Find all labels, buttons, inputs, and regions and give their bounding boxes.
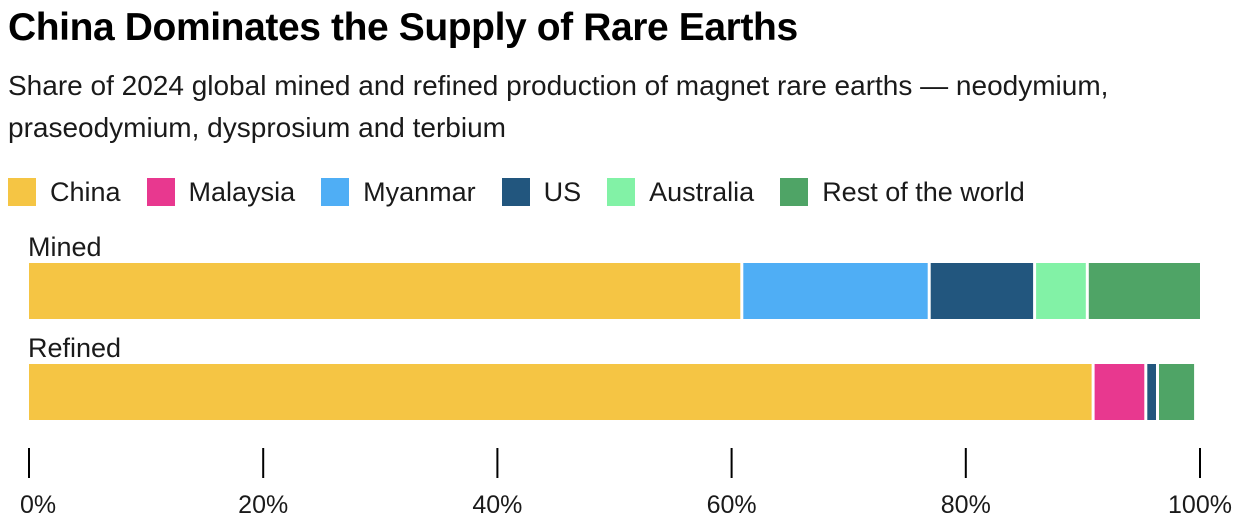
bar-refined-china [29,364,1092,420]
bar-mined-rest-of-the-world [1088,263,1200,319]
x-tick-label: 40% [472,491,522,519]
chart-plot: Mined Refined 0% 20% 40% 60% 80% 100% [20,232,1232,519]
row-label-mined: Mined [28,232,102,262]
legend-swatch-china [8,178,36,206]
x-tick-label: 0% [20,491,56,519]
bar-mined-us [930,263,1034,319]
chart-title: China Dominates the Supply of Rare Earth… [8,6,798,49]
chart-subtitle: Share of 2024 global mined and refined p… [8,70,1109,143]
bar-refined-us [1147,364,1156,420]
legend-swatch-myanmar [321,178,350,206]
legend-swatch-us [501,178,530,206]
legend-swatch-rest-of-the-world [780,178,809,206]
legend-item-us: US [501,176,582,208]
legend-swatch-malaysia [146,178,175,206]
bar-refined-malaysia [1094,364,1145,420]
legend-label-malaysia: Malaysia [188,176,296,207]
legend: China Malaysia Myanmar US Australia Rest of t… [8,174,1051,210]
legend-label-rest-of-the-world: Rest of the world [822,176,1025,207]
legend-item-malaysia: Malaysia [146,176,296,208]
bar-mined-australia [1036,263,1086,319]
legend-label-china: China [50,176,121,207]
row-label-refined: Refined [28,333,121,363]
legend-label-australia: Australia [649,176,755,207]
bar-mined-myanmar [743,263,928,319]
x-tick-label: 80% [941,491,991,519]
legend-item-rest-of-the-world: Rest of the world [780,177,1025,208]
legend-swatch-australia [607,178,636,206]
x-tick-label: 100% [1168,491,1232,519]
legend-item-australia: Australia [607,177,754,208]
legend-item-china: China [8,177,121,208]
legend-label-us: US [543,176,582,207]
legend-label-myanmar: Myanmar [363,176,476,207]
x-tick-label: 60% [707,491,757,519]
x-tick-label: 20% [238,491,288,519]
bar-refined-rest-of-the-world [1159,364,1195,420]
legend-item-myanmar: Myanmar [321,177,476,208]
bar-mined-china [29,263,741,319]
